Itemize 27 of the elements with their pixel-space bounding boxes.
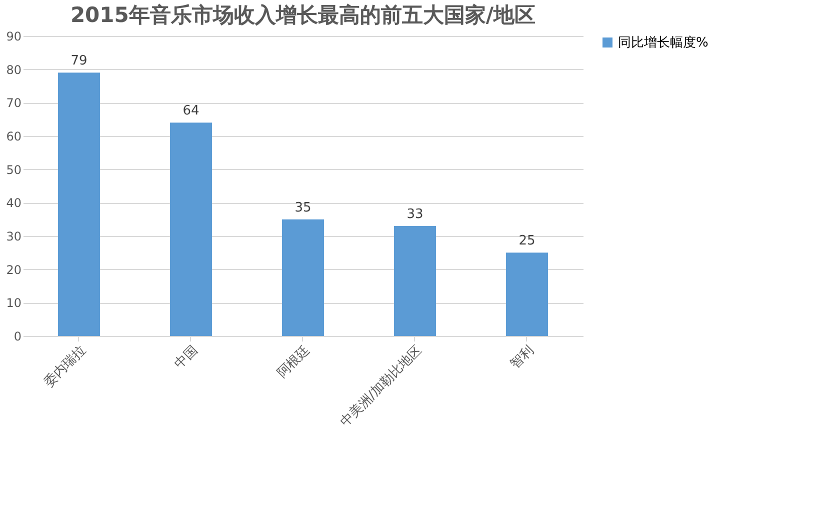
y-tick-label: 20 (6, 262, 22, 277)
x-tick-label: 中美洲/加勒比地区 (336, 342, 425, 430)
y-tick-label: 40 (6, 196, 22, 210)
data-label: 35 (294, 200, 312, 216)
legend-label: 同比增长幅度% (618, 34, 708, 50)
data-label: 25 (518, 234, 536, 249)
x-tick-label: 智利 (508, 342, 537, 372)
chart-title: 2015年音乐市场收入增长最高的前五大国家/地区 (70, 3, 536, 27)
x-tick-label: 阿根廷 (274, 342, 313, 381)
bar (170, 122, 212, 336)
y-tick-label: 50 (6, 162, 22, 177)
data-label: 64 (182, 104, 200, 119)
y-tick-label: 70 (6, 96, 22, 110)
y-tick-label: 10 (6, 296, 22, 310)
bar (506, 252, 548, 336)
y-tick-label: 80 (6, 62, 22, 77)
bar (58, 72, 100, 336)
data-label: 33 (406, 207, 424, 222)
y-tick-label: 0 (14, 330, 22, 344)
x-tick-label: 中国 (172, 342, 201, 372)
x-tick-label: 委内瑞拉 (42, 342, 89, 390)
bar (394, 226, 436, 336)
y-tick-label: 60 (6, 130, 22, 144)
data-label: 79 (70, 54, 88, 69)
y-tick-label: 30 (6, 230, 22, 244)
bar (282, 219, 324, 336)
y-tick-label: 90 (6, 30, 22, 44)
